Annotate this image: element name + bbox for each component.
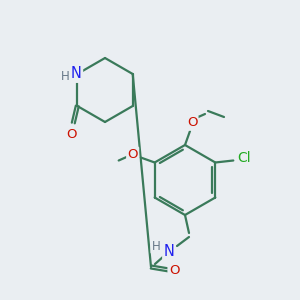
Text: N: N: [164, 244, 174, 259]
Text: O: O: [169, 265, 179, 278]
Text: N: N: [71, 67, 82, 82]
Text: H: H: [152, 239, 160, 253]
Text: O: O: [128, 148, 138, 161]
Text: H: H: [61, 70, 70, 83]
Text: Cl: Cl: [238, 152, 251, 166]
Text: O: O: [66, 128, 76, 140]
Text: O: O: [187, 116, 197, 130]
